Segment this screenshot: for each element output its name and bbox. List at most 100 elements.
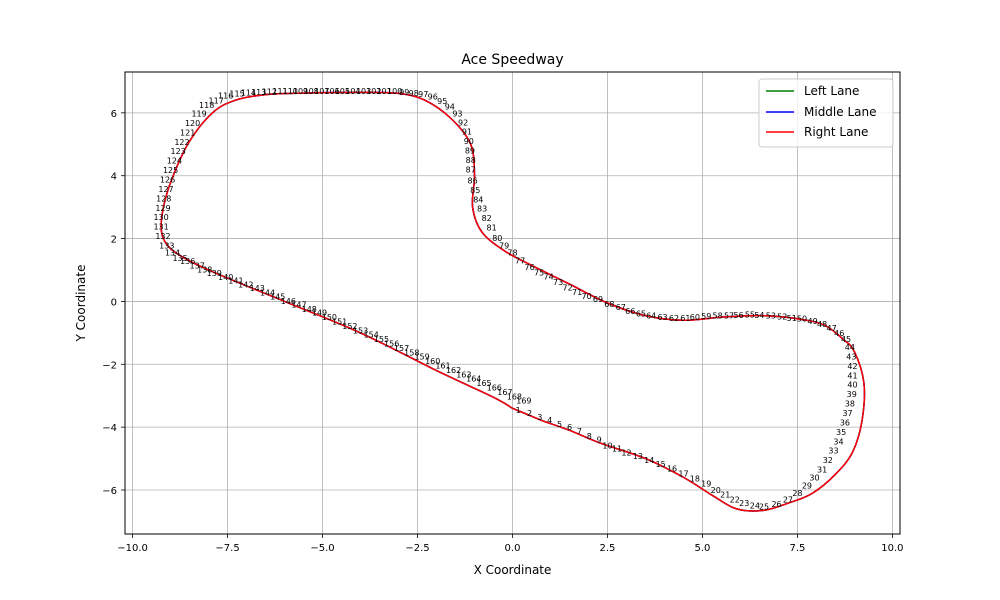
x-tick-label: −5.0 xyxy=(310,543,334,554)
waypoint-label: 62 xyxy=(669,314,679,323)
waypoint-label: 103 xyxy=(356,87,371,96)
waypoint-label: 17 xyxy=(678,470,688,479)
waypoint-label: 139 xyxy=(207,269,222,278)
waypoint-label: 56 xyxy=(733,311,743,320)
waypoint-label: 5 xyxy=(557,420,562,429)
waypoint-label: 78 xyxy=(507,249,517,258)
waypoint-label: 25 xyxy=(759,502,769,511)
waypoint-label: 54 xyxy=(754,311,764,320)
waypoint-label: 27 xyxy=(783,495,793,504)
waypoint-label: 57 xyxy=(724,311,734,320)
legend-label-right-lane: Right Lane xyxy=(804,125,868,139)
waypoint-label: 135 xyxy=(172,254,187,263)
waypoint-label: 3 xyxy=(537,413,542,422)
waypoint-label: 39 xyxy=(847,390,857,399)
waypoint-label: 52 xyxy=(777,313,787,322)
waypoint-label: 100 xyxy=(387,87,402,96)
waypoint-label: 29 xyxy=(802,481,812,490)
waypoint-label: 165 xyxy=(476,379,491,388)
waypoint-label: 88 xyxy=(466,156,476,165)
waypoint-label: 91 xyxy=(462,128,472,137)
legend: Left Lane Middle Lane Right Lane xyxy=(758,78,894,148)
waypoint-label: 134 xyxy=(165,249,180,258)
waypoint-label: 99 xyxy=(399,88,409,97)
waypoint-label: 12 xyxy=(621,448,631,457)
waypoint-label: 74 xyxy=(543,272,553,281)
waypoint-label: 51 xyxy=(787,314,797,323)
waypoint-label: 48 xyxy=(817,320,827,329)
waypoint-label: 164 xyxy=(466,375,481,384)
waypoint-label: 34 xyxy=(833,437,843,446)
waypoint-label: 162 xyxy=(446,366,461,375)
waypoint-label: 28 xyxy=(792,489,802,498)
waypoint-label: 104 xyxy=(345,87,360,96)
waypoint-label: 43 xyxy=(846,352,856,361)
waypoint-label: 24 xyxy=(750,502,760,511)
waypoint-label: 69 xyxy=(593,295,603,304)
waypoint-label: 86 xyxy=(468,176,478,185)
waypoint-label: 55 xyxy=(745,311,755,320)
y-axis-label: Y Coordinate xyxy=(74,265,88,343)
waypoint-label: 64 xyxy=(646,312,656,321)
waypoint-label: 126 xyxy=(160,175,175,184)
waypoint-label: 10 xyxy=(602,441,612,450)
waypoint-label: 19 xyxy=(701,480,711,489)
waypoint-label: 70 xyxy=(581,292,591,301)
y-tick-label: −2 xyxy=(102,360,117,371)
waypoint-label: 113 xyxy=(251,88,266,97)
waypoint-label: 20 xyxy=(711,486,721,495)
waypoint-label: 132 xyxy=(155,232,170,241)
waypoint-label: 90 xyxy=(464,137,474,146)
waypoint-label: 108 xyxy=(304,87,319,96)
right-lane-line xyxy=(160,91,866,512)
waypoint-label: 158 xyxy=(404,348,419,357)
waypoint-label: 42 xyxy=(847,362,857,371)
waypoint-label: 63 xyxy=(657,313,667,322)
waypoint-label: 153 xyxy=(353,326,368,335)
waypoint-label: 151 xyxy=(332,318,347,327)
x-tick-label: −2.5 xyxy=(405,543,429,554)
x-tick-label: 2.5 xyxy=(600,543,616,554)
waypoint-label: 167 xyxy=(497,388,512,397)
waypoint-label: 47 xyxy=(827,324,837,333)
waypoint-label: 59 xyxy=(701,312,711,321)
waypoint-label: 137 xyxy=(190,261,205,270)
waypoint-label: 4 xyxy=(547,416,552,425)
waypoint-label: 9 xyxy=(597,436,602,445)
waypoint-label: 161 xyxy=(435,362,450,371)
waypoint-label: 84 xyxy=(473,195,483,204)
waypoint-label: 36 xyxy=(840,418,850,427)
x-ticks: −10.0 −7.5 −5.0 −2.5 0.0 2.5 5.0 7.5 10.0 xyxy=(117,534,904,554)
legend-label-middle-lane: Middle Lane xyxy=(804,105,876,119)
waypoint-label: 123 xyxy=(171,147,186,156)
waypoint-label: 85 xyxy=(470,186,480,195)
waypoint-label: 117 xyxy=(209,96,224,105)
waypoint-label: 124 xyxy=(167,157,182,166)
waypoint-label: 118 xyxy=(199,101,214,110)
waypoint-label: 13 xyxy=(633,452,643,461)
waypoint-label: 109 xyxy=(293,87,308,96)
y-tick-label: −6 xyxy=(102,486,117,497)
waypoint-label: 146 xyxy=(281,297,296,306)
waypoint-label: 32 xyxy=(823,456,833,465)
waypoint-label: 30 xyxy=(809,473,819,482)
waypoint-label: 142 xyxy=(238,280,253,289)
waypoint-label: 16 xyxy=(667,465,677,474)
waypoint-label: 155 xyxy=(374,335,389,344)
waypoint-label: 72 xyxy=(562,283,572,292)
waypoint-label: 44 xyxy=(845,343,855,352)
waypoint-label: 105 xyxy=(335,87,350,96)
waypoint-label: 128 xyxy=(156,194,171,203)
waypoint-label: 152 xyxy=(342,322,357,331)
waypoint-label: 114 xyxy=(241,89,256,98)
waypoint-label: 6 xyxy=(567,423,572,432)
waypoint-label: 130 xyxy=(153,213,168,222)
waypoint-label: 2 xyxy=(527,409,532,418)
waypoint-label: 46 xyxy=(834,329,844,338)
waypoint-label: 98 xyxy=(409,89,419,98)
y-tick-label: 0 xyxy=(111,297,117,308)
y-ticks: −6 −4 −2 0 2 4 6 xyxy=(102,109,125,497)
waypoint-label: 71 xyxy=(572,288,582,297)
waypoint-label: 79 xyxy=(499,241,509,250)
waypoint-label: 101 xyxy=(376,87,391,96)
